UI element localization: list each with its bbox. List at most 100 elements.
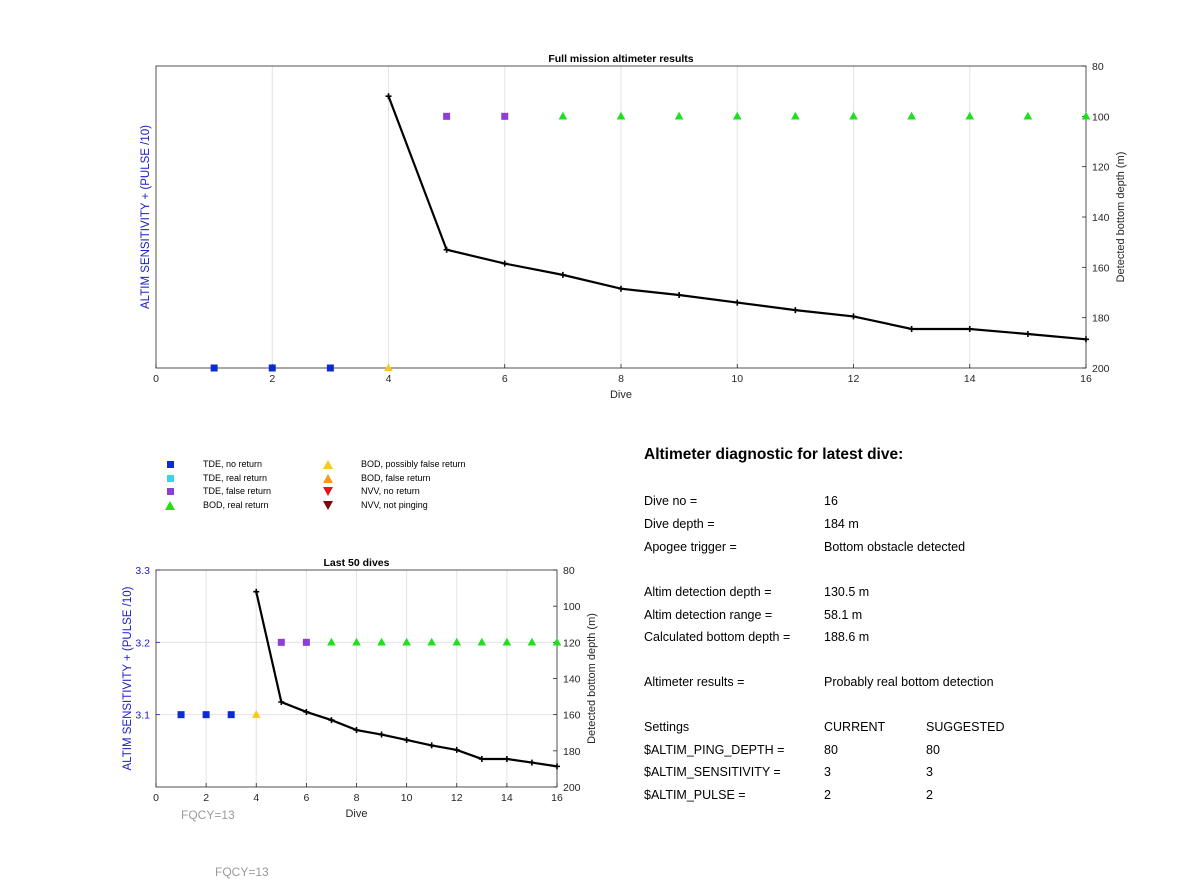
y-right-tick-label: 120	[563, 637, 581, 649]
y-right-tick-label: 120	[1092, 162, 1110, 174]
apogee-value: Bottom obstacle detected	[824, 540, 966, 554]
depth-point	[676, 292, 683, 299]
x-tick-label: 0	[153, 792, 159, 804]
marker-bod-possibly-false	[384, 363, 393, 372]
legend-swatch	[323, 500, 333, 510]
legend-item-tde-false-return: TDE, false return	[165, 485, 271, 497]
x-tick-label: 2	[269, 373, 275, 385]
depth-point	[503, 755, 510, 762]
marker-tde-no-return	[202, 711, 210, 719]
marker-bod-real-return	[965, 111, 975, 120]
y-right-axis-label: Detected bottom depth (m)	[1115, 152, 1127, 283]
marker-tde-no-return	[227, 711, 235, 719]
legend-marker-square-icon	[165, 459, 175, 469]
legend-label: NVV, not pinging	[361, 499, 428, 510]
dive-depth-value: 184 m	[824, 517, 859, 531]
y-right-tick-label: 180	[563, 746, 581, 758]
depth-point	[385, 93, 392, 100]
legend-swatch	[167, 488, 174, 495]
legend-item-tde-real-return: TDE, real return	[165, 472, 267, 484]
marker-bod-real-return	[327, 637, 336, 646]
x-axis-label: Dive	[345, 808, 367, 820]
marker-bod-real-return	[352, 637, 361, 646]
depth-point	[559, 271, 566, 278]
suggested-header: SUGGESTED	[926, 720, 1005, 734]
legend-item-tde-no-return: TDE, no return	[165, 458, 262, 470]
depth-point	[908, 325, 915, 332]
full-mission-chart: 0 2 4 6 8 10 12 14 16 80 100 120 140 160 180 200 Full mi…	[140, 53, 1127, 401]
y-right-tick-label: 140	[1092, 212, 1110, 224]
depth-point	[278, 699, 285, 706]
pulse-label: $ALTIM_PULSE =	[644, 788, 746, 802]
x-tick-label: 2	[203, 792, 209, 804]
depth-point	[253, 588, 260, 595]
y-left-tick-label: 3.3	[135, 565, 150, 577]
x-tick-label: 6	[502, 373, 508, 385]
marker-bod-real-return	[377, 637, 386, 646]
x-tick-label: 12	[451, 792, 463, 804]
y-right-tick-label: 140	[563, 674, 581, 686]
marker-bod-real-return	[849, 111, 858, 120]
marker-bod-possibly-false	[251, 710, 261, 718]
x-tick-label: 10	[731, 373, 743, 385]
y-right-tick-label: 180	[1092, 313, 1110, 325]
marker-tde-false-return	[501, 112, 509, 120]
marker-bod-real-return	[552, 637, 562, 646]
legend-item-bod-real-return: BOD, real return	[165, 499, 269, 511]
ping-depth-suggested: 80	[926, 743, 940, 757]
depth-point	[1083, 336, 1089, 343]
x-tick-label: 8	[618, 373, 624, 385]
legend-marker-triangle-down-icon	[323, 486, 333, 496]
diagnostic-title: Altimeter diagnostic for latest dive:	[644, 446, 904, 463]
results-value: Probably real bottom detection	[824, 675, 994, 689]
y-left-axis-label: ALTIM SENSITIVITY + (PULSE /10)	[140, 125, 152, 309]
y-right-tick-label: 100	[1092, 111, 1110, 123]
legend-swatch	[165, 500, 175, 510]
marker-tde-no-return	[177, 711, 185, 719]
y-left-tick-label: 3.1	[135, 710, 150, 722]
x-tick-label: 14	[964, 373, 976, 385]
depth-point	[554, 763, 560, 770]
depth-point	[353, 727, 360, 734]
x-tick-label: 0	[153, 373, 159, 385]
legend-label: TDE, false return	[203, 486, 272, 496]
legend-swatch	[167, 474, 174, 482]
depth-point	[328, 717, 335, 724]
depth-point	[850, 313, 857, 320]
depth-point	[966, 325, 973, 332]
marker-bod-real-return	[907, 111, 916, 120]
y-right-tick-label: 160	[563, 710, 581, 722]
y-right-tick-label: 80	[1092, 61, 1104, 73]
ping-depth-label: $ALTIM_PING_DEPTH =	[644, 743, 785, 757]
y-right-tick-label: 100	[563, 601, 581, 613]
fqcy-label-footer: FQCY=13	[215, 865, 269, 879]
marker-tde-false-return	[302, 638, 310, 646]
x-tick-label: 12	[848, 373, 860, 385]
marker-legend: TDE, no return TDE, real return TDE, false…	[160, 458, 500, 518]
settings-label: Settings	[644, 720, 690, 734]
x-tick-label: 10	[401, 792, 413, 804]
y-right-tick-label: 200	[563, 782, 581, 794]
marker-bod-real-return	[732, 111, 742, 120]
dive-no-label: Dive no =	[644, 494, 698, 508]
marker-tde-no-return	[268, 364, 276, 372]
y-right-axis-label: Detected bottom depth (m)	[586, 613, 598, 744]
altim-range-label: Altim detection range =	[644, 608, 773, 622]
legend-label: BOD, possibly false return	[361, 459, 466, 469]
last-50-dives-chart: 0 2 4 6 8 10 12 14 16 80 100 120 140 160 180 200 3.1 3.2 3…	[122, 557, 598, 820]
marker-bod-real-return	[616, 111, 626, 120]
marker-bod-real-return	[427, 637, 437, 646]
x-tick-label: 16	[551, 792, 563, 804]
depth-point	[618, 285, 624, 292]
marker-tde-false-return	[443, 112, 451, 120]
marker-bod-real-return	[452, 637, 462, 646]
legend-label: TDE, real return	[203, 472, 268, 483]
altim-depth-label: Altim detection depth =	[644, 585, 772, 599]
results-label: Altimeter results =	[644, 675, 745, 689]
dive-no-value: 16	[824, 494, 838, 508]
x-tick-label: 8	[354, 792, 360, 804]
marker-bod-real-return	[477, 637, 487, 646]
legend-swatch	[323, 460, 333, 469]
marker-bod-real-return	[674, 111, 684, 120]
marker-bod-real-return	[502, 637, 512, 646]
